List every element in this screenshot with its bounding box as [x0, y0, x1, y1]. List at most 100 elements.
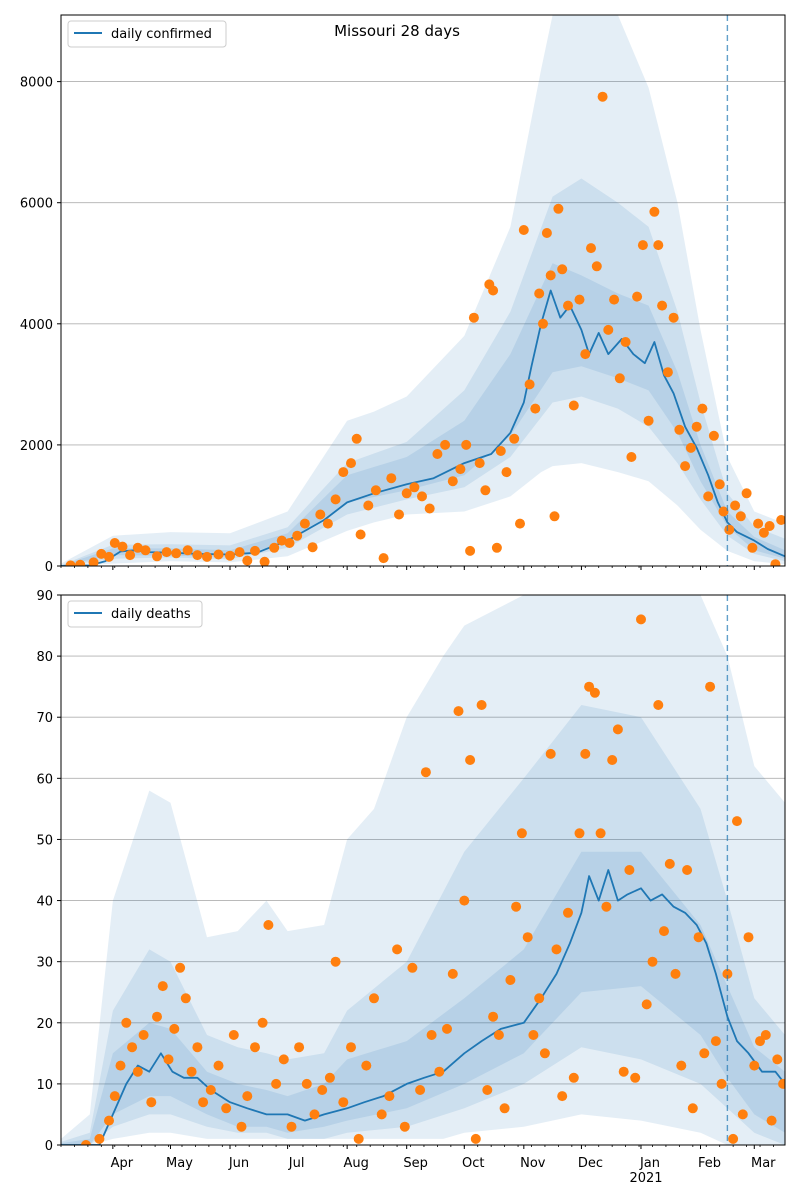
deaths-data-point	[242, 1091, 253, 1102]
deaths-data-point	[493, 1030, 504, 1040]
confirmed-data-point	[626, 452, 637, 462]
confirmed-data-point	[697, 403, 708, 414]
deaths-data-point	[528, 1030, 539, 1040]
deaths-data-point	[399, 1121, 410, 1132]
deaths-data-point	[482, 1085, 493, 1095]
deaths-data-point	[392, 944, 403, 955]
confirmed-data-point	[117, 541, 128, 552]
deaths-data-point	[557, 1091, 568, 1102]
confirmed-data-point	[109, 538, 120, 548]
confirmed-data-point	[386, 473, 397, 484]
deaths-data-point	[132, 1066, 143, 1077]
deaths-data-point	[699, 1048, 710, 1059]
confirmed-data-point	[714, 479, 725, 490]
confirmed-data-point	[770, 559, 781, 566]
confirmed-data-point	[515, 518, 525, 529]
confirmed-data-point	[557, 264, 568, 275]
deaths-data-point	[664, 858, 675, 869]
confirmed-data-point	[409, 482, 420, 493]
deaths-data-point	[459, 895, 470, 906]
deaths-data-point	[205, 1085, 216, 1095]
deaths-data-point	[213, 1060, 224, 1071]
confirmed-data-point	[307, 542, 318, 553]
deaths-data-point	[499, 1103, 510, 1114]
confirmed-data-point	[724, 524, 735, 535]
deaths-data-point	[286, 1121, 297, 1132]
confirmed-data-point	[668, 312, 679, 323]
deaths-data-point	[157, 981, 168, 992]
confirmed-data-point	[192, 550, 203, 561]
confirmed-data-point	[718, 506, 729, 517]
deaths-x-tick-label: Nov	[520, 1156, 546, 1171]
deaths-data-point	[369, 993, 379, 1004]
deaths-data-point	[465, 755, 476, 765]
deaths-data-point	[361, 1060, 372, 1071]
deaths-data-point	[453, 706, 464, 717]
confirmed-data-point	[620, 337, 631, 347]
confirmed-y-tick-label: 2000	[20, 439, 53, 454]
confirmed-data-point	[292, 530, 303, 541]
confirmed-data-point	[518, 225, 529, 235]
deaths-data-point	[676, 1060, 687, 1071]
deaths-uncertainty-bands	[61, 595, 785, 1145]
deaths-data-point	[152, 1011, 162, 1022]
deaths-data-point	[278, 1054, 289, 1065]
deaths-data-point	[250, 1042, 260, 1053]
deaths-data-point	[580, 748, 591, 759]
deaths-data-point	[737, 1109, 748, 1120]
confirmed-data-point	[685, 442, 696, 453]
confirmed-data-point	[276, 535, 287, 546]
confirmed-data-point	[776, 515, 785, 525]
deaths-x-tick-label: Feb	[698, 1156, 721, 1171]
deaths-data-point	[127, 1042, 138, 1053]
confirmed-data-point	[488, 285, 499, 296]
deaths-data-point	[121, 1017, 132, 1028]
deaths-data-point	[551, 944, 562, 955]
confirmed-data-point	[182, 545, 193, 556]
deaths-data-point	[612, 724, 623, 735]
chart-title: Missouri 28 days	[334, 22, 460, 40]
deaths-data-point	[647, 956, 658, 967]
confirmed-data-point	[501, 467, 512, 478]
deaths-data-point	[589, 687, 600, 698]
confirmed-data-point	[322, 518, 333, 529]
confirmed-data-point	[401, 488, 412, 499]
confirmed-data-point	[455, 464, 466, 475]
confirmed-x-ticks	[60, 566, 774, 570]
deaths-data-point	[138, 1030, 149, 1040]
confirmed-band-outer	[61, 15, 785, 566]
deaths-data-point	[682, 865, 693, 875]
deaths-data-point	[659, 926, 669, 937]
confirmed-data-point	[524, 379, 535, 390]
deaths-data-point	[705, 681, 716, 692]
confirmed-y-tick-label: 0	[45, 560, 53, 575]
confirmed-data-point	[363, 500, 374, 511]
confirmed-data-point	[417, 491, 427, 502]
deaths-data-point	[420, 767, 431, 778]
deaths-data-point	[376, 1109, 387, 1120]
confirmed-data-point	[242, 555, 253, 566]
confirmed-data-point	[161, 547, 172, 558]
deaths-data-point	[407, 962, 418, 973]
deaths-data-point	[574, 828, 585, 839]
deaths-points	[81, 614, 785, 1145]
deaths-y-tick-label: 20	[36, 1017, 53, 1032]
deaths-data-point	[271, 1078, 282, 1089]
confirmed-y-tick-label: 8000	[20, 76, 53, 91]
deaths-data-point	[330, 956, 341, 967]
confirmed-data-point	[753, 518, 764, 529]
deaths-data-point	[716, 1078, 727, 1089]
confirmed-data-point	[735, 511, 746, 522]
confirmed-data-point	[468, 312, 479, 323]
deaths-data-point	[653, 700, 664, 710]
confirmed-data-point	[574, 294, 585, 305]
deaths-data-point	[146, 1097, 157, 1108]
deaths-data-point	[163, 1054, 174, 1065]
deaths-data-point	[81, 1140, 91, 1145]
confirmed-data-point	[597, 91, 608, 102]
deaths-data-point	[641, 999, 652, 1010]
deaths-data-point	[476, 700, 487, 710]
confirmed-data-point	[541, 228, 552, 238]
deaths-x-tick-label: Mar	[751, 1156, 776, 1171]
confirmed-points	[65, 91, 785, 566]
